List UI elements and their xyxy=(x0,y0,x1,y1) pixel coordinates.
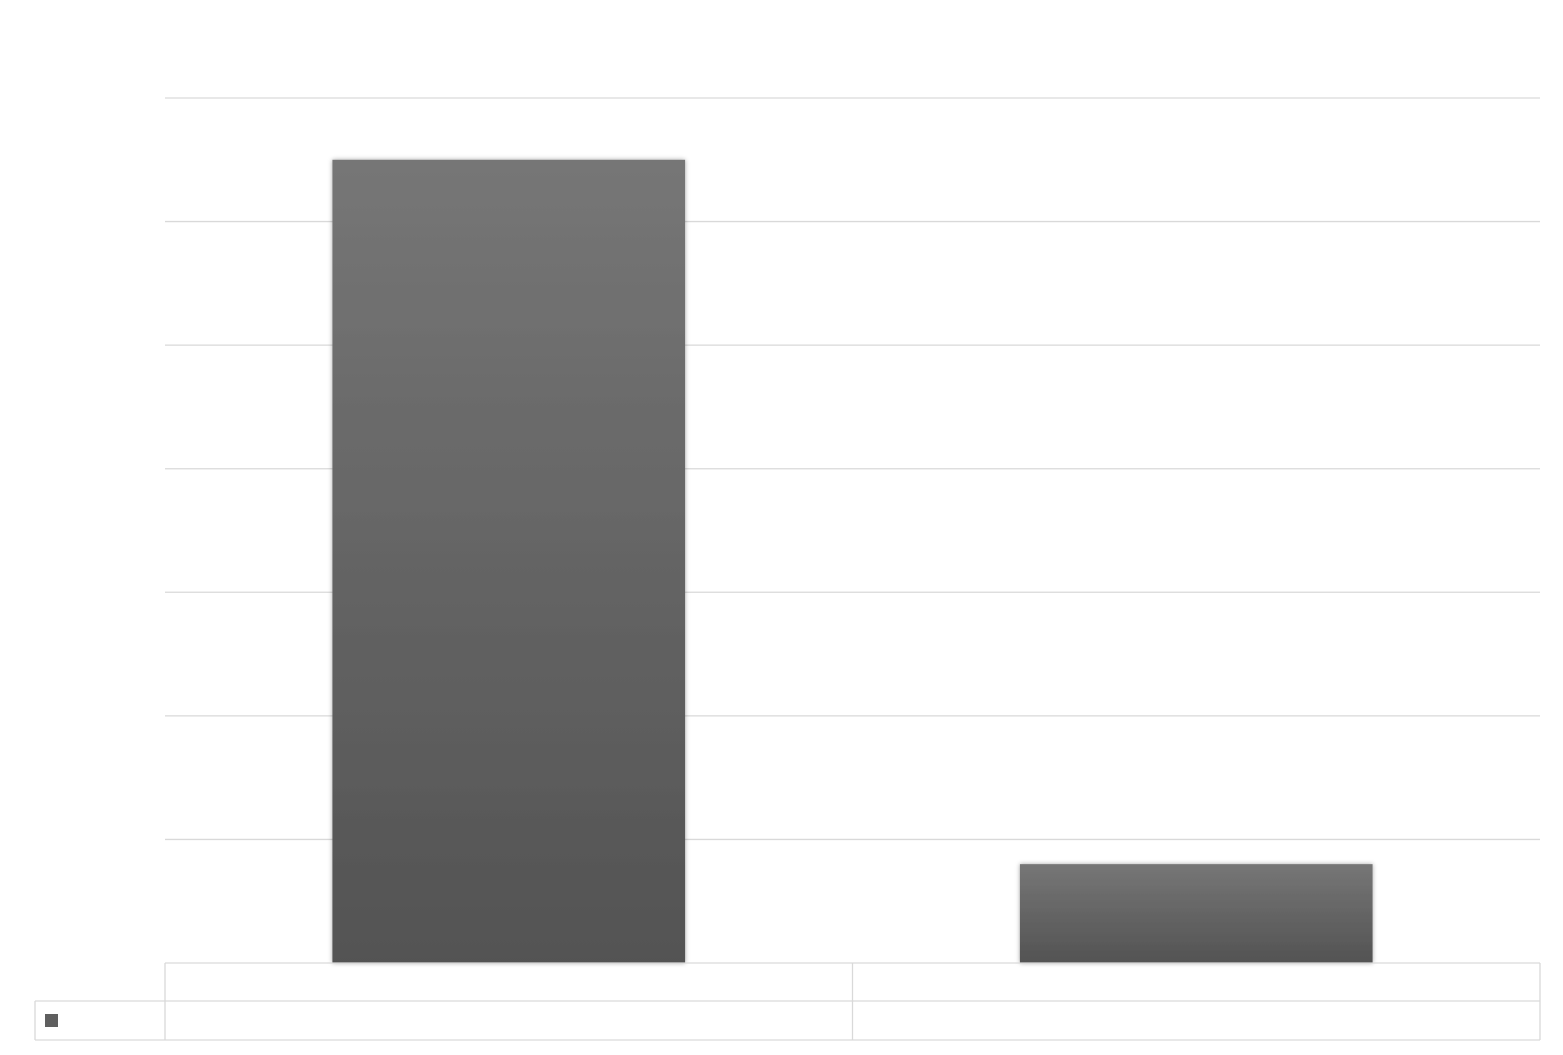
data-table xyxy=(34,962,1541,1041)
bar-1 xyxy=(332,159,686,964)
bars xyxy=(332,159,1373,964)
bar-2 xyxy=(1019,864,1373,963)
legend-key-swatch xyxy=(45,1014,58,1027)
